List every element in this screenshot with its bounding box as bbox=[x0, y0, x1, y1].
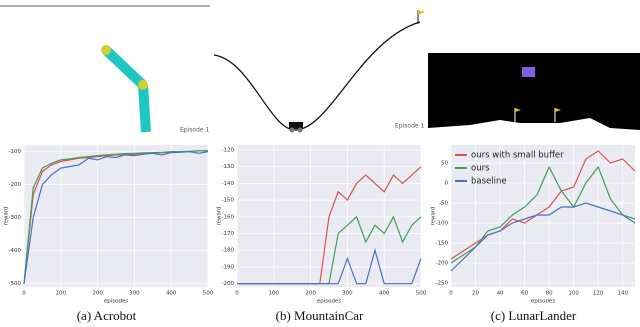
joint bbox=[101, 45, 111, 55]
legend-label: ours bbox=[471, 164, 490, 174]
flag bbox=[418, 10, 425, 15]
wheel bbox=[289, 127, 295, 133]
x-tick-label: 120 bbox=[593, 291, 604, 297]
y-tick-label: -120 bbox=[222, 148, 235, 154]
legend-label: ours with small buffer bbox=[471, 151, 564, 161]
x-tick-label: 0 bbox=[449, 291, 453, 297]
x-tick-label: 60 bbox=[521, 291, 528, 297]
joint bbox=[138, 80, 148, 90]
series-line bbox=[23, 150, 209, 284]
x-tick-label: 0 bbox=[22, 291, 26, 297]
y-tick-label: -200 bbox=[9, 182, 22, 188]
series-line bbox=[23, 150, 209, 284]
x-tick-label: 100 bbox=[269, 291, 280, 297]
acrobot-link bbox=[138, 84, 151, 133]
acrobot-link bbox=[102, 46, 147, 89]
x-tick-label: 40 bbox=[497, 291, 504, 297]
legend-label: baseline bbox=[471, 177, 507, 187]
flag bbox=[515, 108, 521, 112]
y-axis-label: reward bbox=[217, 206, 223, 225]
x-tick-label: 500 bbox=[416, 291, 427, 297]
x-tick-label: 300 bbox=[129, 291, 140, 297]
y-axis-label: reward bbox=[4, 206, 10, 225]
x-tick-label: 20 bbox=[472, 291, 479, 297]
y-tick-label: -190 bbox=[222, 264, 235, 270]
caption: (c) LunarLander bbox=[491, 308, 577, 323]
space bbox=[428, 53, 640, 135]
x-axis-label: episodes bbox=[317, 299, 342, 305]
x-tick-label: 200 bbox=[92, 291, 103, 297]
episode-label: Episode 1 bbox=[180, 127, 209, 134]
y-tick-label: 50 bbox=[441, 161, 448, 167]
y-tick-label: -150 bbox=[436, 241, 449, 247]
y-tick-label: -170 bbox=[222, 231, 235, 237]
x-tick-label: 500 bbox=[203, 291, 214, 297]
y-tick-label: -100 bbox=[436, 221, 449, 227]
y-tick-label: 0 bbox=[445, 181, 449, 187]
series-line bbox=[450, 202, 636, 272]
y-tick-label: -200 bbox=[222, 281, 235, 287]
y-tick-label: -180 bbox=[222, 248, 235, 254]
flag bbox=[555, 108, 561, 112]
mountain bbox=[213, 21, 421, 131]
y-tick-label: -250 bbox=[436, 281, 449, 287]
x-tick-label: 100 bbox=[568, 291, 579, 297]
x-tick-label: 300 bbox=[342, 291, 353, 297]
series-line bbox=[237, 247, 422, 285]
y-tick-label: -200 bbox=[436, 261, 449, 267]
y-tick-label: -130 bbox=[222, 164, 235, 170]
car bbox=[289, 122, 303, 129]
x-tick-label: 0 bbox=[235, 291, 239, 297]
x-axis-label: episodes bbox=[531, 299, 556, 305]
x-axis-label: episodes bbox=[104, 299, 129, 305]
caption: (a) Acrobot bbox=[77, 308, 137, 323]
caption: (b) MountainCar bbox=[276, 308, 364, 323]
y-tick-label: -50 bbox=[439, 201, 448, 207]
plot-area bbox=[24, 145, 208, 287]
series-line bbox=[450, 165, 636, 264]
y-tick-label: -500 bbox=[9, 281, 22, 287]
y-tick-label: -400 bbox=[9, 248, 22, 254]
x-tick-label: 140 bbox=[617, 291, 628, 297]
lander bbox=[522, 67, 535, 77]
wheel bbox=[297, 127, 303, 133]
terrain bbox=[428, 118, 640, 135]
x-tick-label: 400 bbox=[379, 291, 390, 297]
x-tick-label: 200 bbox=[305, 291, 316, 297]
y-axis-label: reward bbox=[431, 206, 437, 225]
y-tick-label: -100 bbox=[9, 149, 22, 155]
x-tick-label: 80 bbox=[546, 291, 553, 297]
y-tick-label: -150 bbox=[222, 198, 235, 204]
y-tick-label: -140 bbox=[222, 181, 235, 187]
episode-label: Episode 1 bbox=[395, 123, 424, 130]
y-tick-label: -160 bbox=[222, 214, 235, 220]
x-tick-label: 100 bbox=[56, 291, 67, 297]
x-tick-label: 400 bbox=[166, 291, 177, 297]
y-tick-label: -300 bbox=[9, 215, 22, 221]
